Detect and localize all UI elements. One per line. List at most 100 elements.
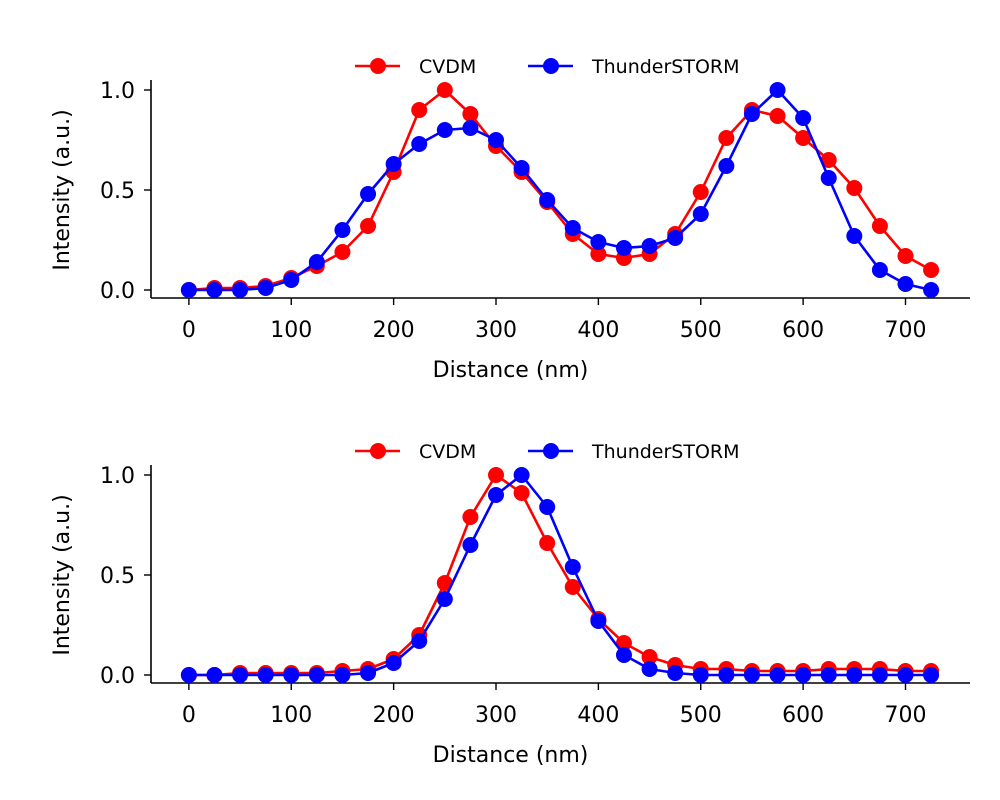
legend-marker (370, 443, 386, 459)
data-point-thunderstorm (488, 487, 505, 503)
data-point-thunderstorm (897, 276, 914, 292)
data-point-cvdm (539, 535, 556, 551)
data-point-thunderstorm (206, 282, 223, 298)
x-tick-label: 100 (270, 703, 312, 728)
data-point-cvdm (564, 579, 581, 595)
data-point-thunderstorm (308, 254, 325, 270)
data-point-cvdm (923, 262, 940, 278)
y-tick-label: 0.5 (100, 564, 135, 589)
data-point-cvdm (769, 108, 786, 124)
data-point-thunderstorm (436, 591, 453, 607)
data-point-thunderstorm (897, 667, 914, 683)
data-point-thunderstorm (718, 667, 735, 683)
data-point-thunderstorm (718, 158, 735, 174)
data-point-cvdm (436, 575, 453, 591)
legend-label: ThunderSTORM (591, 441, 740, 463)
legend: CVDM ThunderSTORM (355, 56, 740, 78)
data-point-cvdm (488, 467, 505, 483)
data-point-cvdm (641, 649, 658, 665)
data-point-cvdm (462, 509, 479, 525)
data-point-thunderstorm (667, 665, 684, 681)
legend-marker (370, 58, 386, 74)
data-point-thunderstorm (641, 661, 658, 677)
chart-panel-2: 0 100 200 300 400 500 600 700 0.0 0.5 1.0 Distance … (50, 441, 970, 768)
data-point-cvdm (590, 246, 607, 262)
x-tick-label: 0 (182, 318, 196, 343)
data-point-thunderstorm (871, 667, 888, 683)
data-point-thunderstorm (232, 282, 249, 298)
data-point-thunderstorm (488, 132, 505, 148)
data-point-thunderstorm (180, 282, 197, 298)
data-point-thunderstorm (769, 667, 786, 683)
data-point-thunderstorm (513, 160, 530, 176)
x-axis-label: Distance (nm) (433, 743, 589, 768)
series-line-thunderstorm (188, 88, 932, 292)
y-tick-label: 1.0 (100, 464, 135, 489)
data-point-cvdm (436, 82, 453, 98)
data-point-thunderstorm (539, 192, 556, 208)
data-point-cvdm (795, 130, 812, 146)
data-point-thunderstorm (692, 206, 709, 222)
data-point-thunderstorm (334, 667, 351, 683)
data-point-cvdm (513, 485, 530, 501)
data-point-thunderstorm (462, 537, 479, 553)
data-point-thunderstorm (283, 272, 300, 288)
x-tick-label: 600 (782, 318, 824, 343)
x-tick-label: 100 (270, 318, 312, 343)
data-point-thunderstorm (539, 499, 556, 515)
x-tick-label: 200 (373, 318, 415, 343)
x-tick-label: 200 (373, 703, 415, 728)
data-point-thunderstorm (846, 228, 863, 244)
data-point-thunderstorm (615, 240, 632, 256)
legend: CVDM ThunderSTORM (355, 441, 740, 463)
data-point-thunderstorm (820, 170, 837, 186)
legend-label: ThunderSTORM (591, 56, 740, 78)
x-tick-label: 400 (577, 703, 619, 728)
data-point-cvdm (334, 244, 351, 260)
data-point-thunderstorm (743, 106, 760, 122)
y-axis-label: Intensity (a.u.) (50, 494, 75, 655)
data-point-cvdm (692, 184, 709, 200)
data-point-thunderstorm (385, 156, 402, 172)
data-point-thunderstorm (667, 230, 684, 246)
data-point-thunderstorm (871, 262, 888, 278)
data-point-thunderstorm (923, 667, 940, 683)
data-point-thunderstorm (257, 667, 274, 683)
y-tick-label: 0.5 (100, 179, 135, 204)
data-point-thunderstorm (334, 222, 351, 238)
data-point-cvdm (897, 248, 914, 264)
y-tick-label: 0.0 (100, 279, 135, 304)
x-tick-label: 600 (782, 703, 824, 728)
data-point-thunderstorm (180, 667, 197, 683)
data-point-thunderstorm (641, 238, 658, 254)
data-point-thunderstorm (385, 655, 402, 671)
data-point-thunderstorm (360, 665, 377, 681)
x-tick-label: 500 (680, 703, 722, 728)
x-tick-label: 400 (577, 318, 619, 343)
data-point-cvdm (871, 218, 888, 234)
data-point-thunderstorm (795, 110, 812, 126)
data-point-cvdm (846, 180, 863, 196)
data-point-thunderstorm (769, 82, 786, 98)
data-point-thunderstorm (411, 633, 428, 649)
data-point-thunderstorm (232, 667, 249, 683)
data-point-thunderstorm (820, 667, 837, 683)
legend-marker (543, 58, 559, 74)
data-point-thunderstorm (308, 667, 325, 683)
data-point-thunderstorm (846, 667, 863, 683)
x-tick-label: 700 (885, 318, 927, 343)
data-point-cvdm (615, 635, 632, 651)
y-tick-label: 0.0 (100, 664, 135, 689)
x-tick-label: 300 (475, 318, 517, 343)
data-point-thunderstorm (590, 613, 607, 629)
data-point-thunderstorm (590, 234, 607, 250)
data-point-thunderstorm (564, 220, 581, 236)
data-point-thunderstorm (257, 280, 274, 296)
data-point-cvdm (718, 130, 735, 146)
legend-marker (543, 443, 559, 459)
x-axis-label: Distance (nm) (433, 358, 589, 383)
data-point-cvdm (820, 152, 837, 168)
data-point-thunderstorm (436, 122, 453, 138)
x-tick-label: 700 (885, 703, 927, 728)
